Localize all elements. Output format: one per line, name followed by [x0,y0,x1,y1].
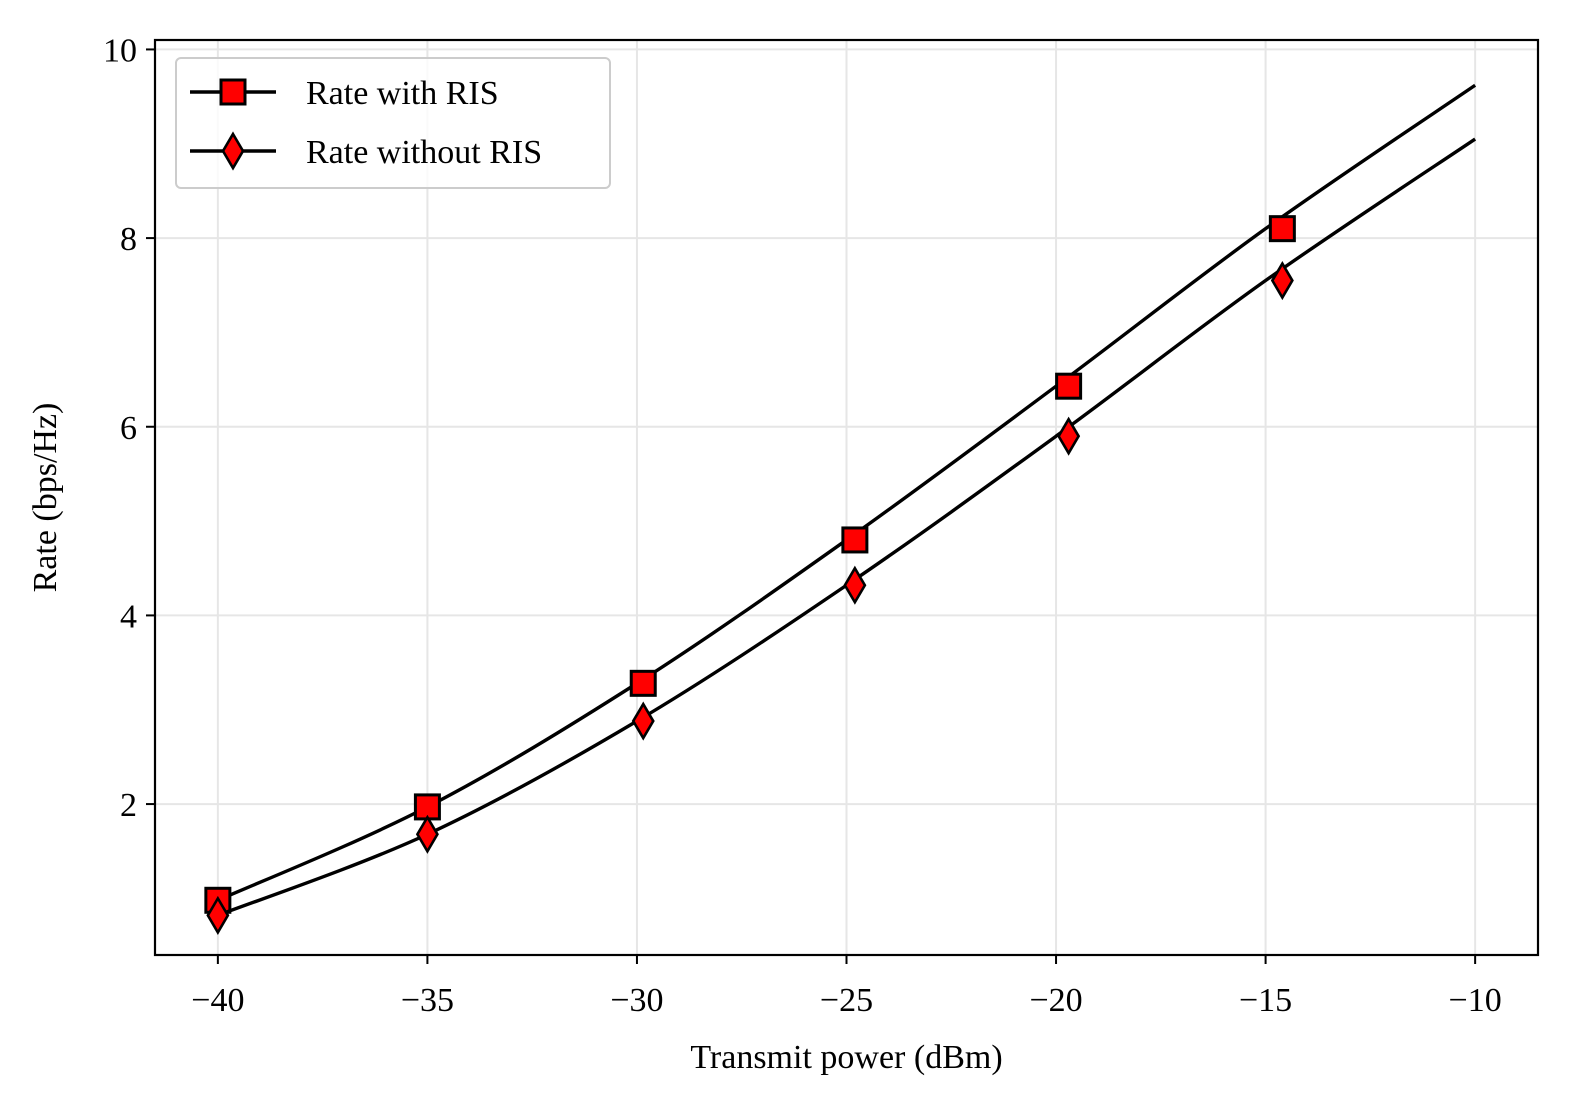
square-marker [219,78,247,106]
square-marker [1055,372,1083,400]
x-tick-label: −15 [1239,982,1292,1019]
series [206,137,1477,935]
diamond-marker [631,701,655,741]
legend-entry: Rate with RIS [190,75,499,112]
legend-label: Rate without RIS [306,134,542,171]
x-tick-label: −35 [401,982,454,1019]
legend-marker-diamond [221,131,245,171]
ticks: −40 −35 −30 −25 −20 −15 −10 2 4 6 8 10 [103,32,1502,1019]
x-tick-label: −10 [1449,982,1502,1019]
diamond-marker [1057,416,1081,456]
y-tick-label: 10 [103,32,137,69]
grid [155,40,1538,955]
series [204,83,1477,914]
legend-entry: Rate without RIS [190,131,542,171]
square-marker [629,669,657,697]
diamond-marker [415,814,439,854]
y-tick-label: 4 [120,598,137,635]
diamond-marker [206,895,230,935]
diamond-marker [1270,260,1294,301]
y-tick-label: 2 [120,787,137,824]
legend-marker-square [219,78,247,106]
legend-label: Rate with RIS [306,75,499,112]
square-marker [1268,215,1296,243]
diamond-marker [843,565,867,605]
square-marker [841,526,869,554]
x-tick-label: −30 [610,982,663,1019]
legend: Rate with RIS Rate without RIS [175,57,611,189]
y-axis-label: Rate (bps/Hz) [27,403,64,593]
x-tick-label: −25 [820,982,873,1019]
y-tick-label: 8 [120,221,137,258]
x-tick-label: −20 [1029,982,1082,1019]
legend-box [175,57,611,189]
x-tick-label: −40 [191,982,244,1019]
series-layer [204,83,1477,935]
diamond-marker [221,131,245,171]
x-axis-label: Transmit power (dBm) [690,1039,1002,1076]
y-tick-label: 6 [120,410,137,447]
